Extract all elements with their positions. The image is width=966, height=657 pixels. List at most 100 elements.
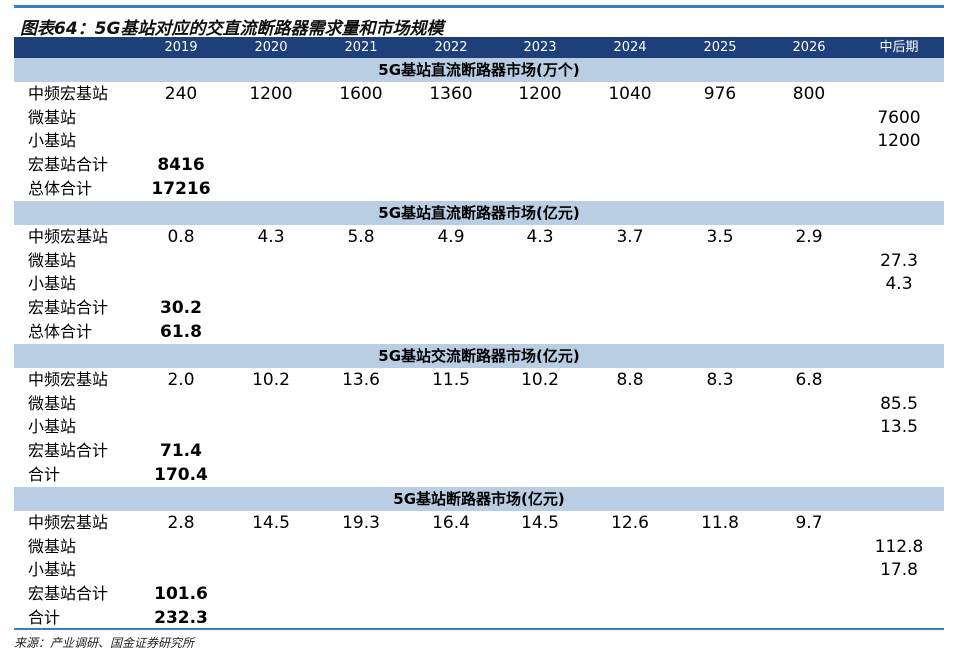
row-label: 中频宏基站 (28, 370, 109, 389)
table-cell: 6.8 (795, 370, 823, 390)
column-header: 2021 (344, 40, 378, 55)
table-cell: 4.9 (437, 227, 465, 247)
column-header: 中后期 (879, 40, 919, 55)
table-row: 小基站 1200 (14, 129, 944, 153)
page-title: 图表64：5G基站对应的交直流断路器需求量和市场规模 (20, 19, 444, 39)
table-cell: 1200 (518, 84, 562, 104)
source-note: 来源：产业调研、国金证券研究所 (14, 636, 195, 650)
table-cell: 2.0 (167, 370, 195, 390)
section-title: 5G基站交流断路器市场(亿元) (378, 347, 580, 365)
table-row: 宏基站合计 71.4 (14, 439, 944, 463)
table-cell: 71.4 (160, 441, 202, 462)
row-label: 小基站 (28, 560, 77, 580)
title-bar: 图表64：5G基站对应的交直流断路器需求量和市场规模 (14, 5, 944, 39)
section-header: 5G基站直流断路器市场(亿元) (14, 201, 944, 225)
table-cell: 4.3 (885, 274, 913, 295)
table-cell: 27.3 (880, 250, 918, 271)
table-cell: 0.8 (167, 227, 195, 247)
table-cell: 14.5 (252, 513, 290, 533)
table-cell: 1040 (608, 84, 652, 104)
table-cell: 17.8 (880, 560, 918, 581)
table-cell: 17216 (151, 178, 211, 199)
table-cell: 2.9 (795, 227, 823, 247)
table-cell: 85.5 (880, 393, 918, 414)
table-row: 总体合计 61.8 (14, 320, 944, 344)
table-row: 宏基站合计 8416 (14, 153, 944, 177)
table-row: 微基站 112.8 (14, 535, 944, 559)
row-label: 小基站 (28, 131, 77, 151)
table-row: 合计 232.3 (14, 606, 944, 630)
section-title: 5G基站直流断路器市场(万个) (378, 61, 580, 79)
row-label: 宏基站合计 (28, 441, 109, 461)
row-label: 小基站 (28, 274, 77, 294)
table-header: 2019 2020 2021 2022 2023 2024 2025 2026 中后期 (14, 37, 944, 58)
table-row: 微基站 85.5 (14, 392, 944, 416)
table-cell: 13.6 (342, 370, 380, 390)
row-label: 中频宏基站 (28, 227, 109, 246)
row-label: 微基站 (28, 250, 77, 270)
table-cell: 232.3 (154, 607, 208, 628)
table-cell: 12.6 (611, 513, 649, 533)
column-header: 2023 (523, 40, 557, 55)
table-cell: 16.4 (432, 513, 470, 533)
row-label: 宏基站合计 (28, 298, 109, 318)
table-cell: 3.5 (706, 227, 734, 247)
table-row: 宏基站合计 30.2 (14, 296, 944, 320)
section-title: 5G基站直流断路器市场(亿元) (378, 204, 580, 222)
section-title: 5G基站断路器市场(亿元) (393, 490, 565, 508)
row-label: 总体合计 (28, 178, 93, 198)
table-cell: 8.8 (616, 370, 644, 390)
table-row: 中频宏基站 0.8 4.3 5.8 4.9 4.3 3.7 3.5 2.9 (14, 225, 944, 249)
table-cell: 7600 (877, 107, 921, 128)
table-cell: 11.8 (701, 513, 739, 533)
row-label: 总体合计 (28, 321, 93, 341)
table-cell: 1600 (339, 84, 383, 104)
row-label: 中频宏基站 (28, 84, 109, 103)
table-cell: 5.8 (347, 227, 375, 247)
table-cell: 30.2 (160, 298, 202, 319)
column-header: 2025 (703, 40, 737, 55)
table-cell: 4.3 (526, 227, 554, 247)
table-row: 微基站 7600 (14, 106, 944, 130)
table-row: 合计 170.4 (14, 463, 944, 487)
table-cell: 61.8 (160, 321, 202, 342)
column-header: 2022 (434, 40, 468, 55)
table-cell: 4.3 (257, 227, 285, 247)
section-header: 5G基站交流断路器市场(亿元) (14, 344, 944, 368)
table-cell: 11.5 (432, 370, 470, 390)
section-header: 5G基站直流断路器市场(万个) (14, 58, 944, 82)
table-row: 中频宏基站 240 1200 1600 1360 1200 1040 976 800 (14, 82, 944, 106)
table-row: 小基站 17.8 (14, 558, 944, 582)
table-cell: 101.6 (154, 584, 208, 605)
column-header: 2024 (613, 40, 647, 55)
row-label: 微基站 (28, 107, 77, 127)
table-cell: 19.3 (342, 513, 380, 533)
table-row: 小基站 4.3 (14, 272, 944, 296)
table-row: 宏基站合计 101.6 (14, 582, 944, 606)
row-label: 小基站 (28, 417, 77, 437)
table-cell: 112.8 (874, 536, 924, 557)
row-label: 微基站 (28, 536, 77, 556)
table-row: 小基站 13.5 (14, 415, 944, 439)
column-header: 2020 (254, 40, 288, 55)
table-cell: 3.7 (616, 227, 644, 247)
table-cell: 976 (703, 84, 737, 104)
table-cell: 170.4 (154, 464, 208, 485)
table-row: 中频宏基站 2.8 14.5 19.3 16.4 14.5 12.6 11.8 9.7 (14, 511, 944, 535)
row-label: 合计 (28, 607, 61, 627)
table-cell: 2.8 (167, 513, 195, 533)
table-cell: 1360 (429, 84, 473, 104)
table-cell: 10.2 (521, 370, 559, 390)
table-row: 总体合计 17216 (14, 177, 944, 201)
table-cell: 9.7 (795, 513, 823, 533)
table-cell: 8416 (157, 155, 205, 176)
table-cell: 800 (792, 84, 826, 104)
table-cell: 14.5 (521, 513, 559, 533)
table-cell: 1200 (249, 84, 293, 104)
table-cell: 8.3 (706, 370, 734, 390)
column-header: 2019 (164, 40, 198, 55)
table-cell: 13.5 (880, 417, 918, 438)
table-row: 中频宏基站 2.0 10.2 13.6 11.5 10.2 8.8 8.3 6.8 (14, 368, 944, 392)
row-label: 中频宏基站 (28, 513, 109, 532)
column-header: 2026 (792, 40, 826, 55)
